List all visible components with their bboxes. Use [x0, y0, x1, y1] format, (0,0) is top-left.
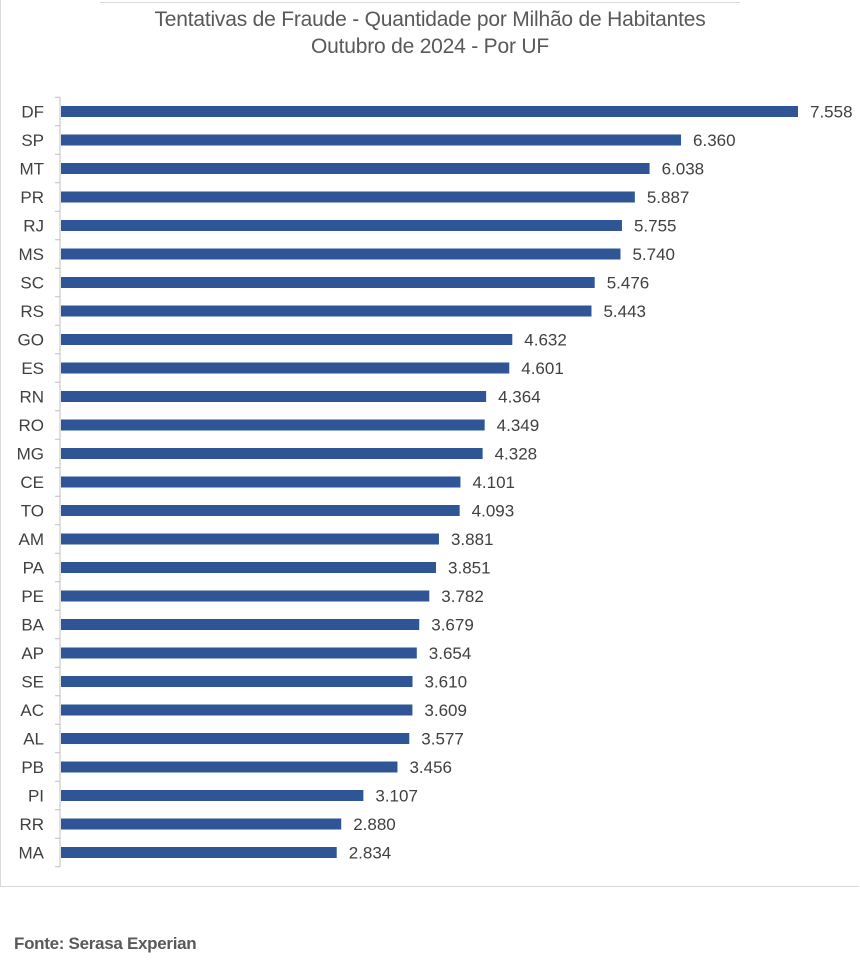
category-label-se: SE — [21, 673, 44, 692]
value-label-mg: 4.328 — [495, 445, 538, 464]
category-label-mt: MT — [19, 160, 44, 179]
value-label-pi: 3.107 — [375, 787, 418, 806]
category-label-pr: PR — [20, 188, 44, 207]
bar-ma — [61, 847, 337, 858]
value-label-mt: 6.038 — [662, 160, 705, 179]
source-note: Fonte: Serasa Experian — [14, 934, 197, 953]
value-label-sp: 6.360 — [693, 131, 736, 150]
category-label-sp: SP — [21, 131, 44, 150]
bar-sc — [61, 277, 595, 288]
bar-ap — [61, 647, 417, 659]
category-label-to: TO — [21, 502, 44, 521]
bar-rs — [61, 305, 592, 317]
bar-go — [61, 334, 513, 345]
category-label-al: AL — [23, 730, 44, 749]
bar-ba — [61, 619, 420, 630]
bar-rj — [61, 220, 622, 231]
category-axis — [55, 96, 61, 868]
bar-es — [61, 362, 510, 374]
value-label-rj: 5.755 — [634, 217, 677, 236]
category-label-pb: PB — [21, 758, 44, 777]
bar-pa — [61, 562, 437, 573]
category-label-ce: CE — [20, 473, 44, 492]
chart-subtitle: Outubro de 2024 - Por UF — [311, 35, 549, 58]
bar-am — [61, 533, 439, 545]
bar-chart: DF SP MT PR RJ MS SC RS GO ES RN RO MG CE TO AM PA PE BA AP… — [17, 96, 853, 868]
bar-rn — [61, 391, 487, 402]
category-label-am: AM — [19, 530, 45, 549]
value-labels: 7.558 6.360 6.038 5.887 5.755 5.740 5.476 5.443… — [349, 103, 853, 863]
value-label-ac: 3.609 — [424, 701, 467, 720]
category-label-pe: PE — [21, 587, 44, 606]
value-label-ms: 5.740 — [632, 245, 675, 264]
value-label-pe: 3.782 — [441, 587, 484, 606]
top-divider — [100, 2, 740, 3]
value-label-df: 7.558 — [810, 103, 853, 122]
value-label-es: 4.601 — [521, 359, 564, 378]
value-label-ma: 2.834 — [349, 844, 392, 863]
category-label-ba: BA — [21, 616, 44, 635]
chart-frame — [0, 0, 859, 887]
category-labels: DF SP MT PR RJ MS SC RS GO ES RN RO MG CE TO AM PA PE BA AP… — [17, 103, 45, 863]
value-label-pr: 5.887 — [647, 188, 690, 207]
category-label-es: ES — [21, 359, 44, 378]
bar-pi — [61, 790, 364, 801]
category-label-rn: RN — [19, 388, 44, 407]
value-label-se: 3.610 — [424, 673, 467, 692]
value-label-rn: 4.364 — [498, 388, 541, 407]
bar-ro — [61, 419, 485, 431]
bar-sp — [61, 134, 682, 146]
bar-df — [61, 106, 798, 117]
category-label-pi: PI — [28, 787, 44, 806]
bar-al — [61, 733, 410, 744]
value-label-go: 4.632 — [524, 331, 567, 350]
value-label-ba: 3.679 — [431, 616, 474, 635]
category-label-rj: RJ — [23, 217, 44, 236]
value-label-al: 3.577 — [421, 730, 464, 749]
bar-pr — [61, 191, 635, 203]
category-label-ap: AP — [21, 644, 44, 663]
value-label-sc: 5.476 — [607, 274, 650, 293]
category-label-ms: MS — [19, 245, 45, 264]
category-label-pa: PA — [23, 559, 45, 578]
value-label-to: 4.093 — [472, 502, 515, 521]
category-label-df: DF — [21, 103, 44, 122]
chart-title: Tentativas de Fraude - Quantidade por Mi… — [154, 8, 706, 31]
value-label-ap: 3.654 — [429, 644, 472, 663]
bar-ce — [61, 476, 461, 488]
category-label-rr: RR — [19, 815, 44, 834]
value-label-ce: 4.101 — [472, 473, 515, 492]
bar-to — [61, 505, 460, 516]
bar-ac — [61, 704, 413, 716]
bar-mt — [61, 163, 650, 174]
value-label-pb: 3.456 — [409, 758, 452, 777]
value-label-rr: 2.880 — [353, 815, 396, 834]
category-label-ro: RO — [19, 416, 45, 435]
bars — [61, 106, 798, 858]
category-label-sc: SC — [20, 274, 44, 293]
value-label-pa: 3.851 — [448, 559, 491, 578]
category-label-ma: MA — [19, 844, 45, 863]
value-label-am: 3.881 — [451, 530, 494, 549]
bar-se — [61, 676, 413, 687]
bar-pb — [61, 761, 398, 773]
bar-rr — [61, 818, 342, 830]
category-label-mg: MG — [17, 445, 44, 464]
category-label-ac: AC — [20, 701, 44, 720]
bar-pe — [61, 590, 430, 602]
value-label-rs: 5.443 — [603, 302, 646, 321]
bar-mg — [61, 448, 483, 459]
category-label-rs: RS — [20, 302, 44, 321]
value-label-ro: 4.349 — [497, 416, 540, 435]
bar-ms — [61, 248, 621, 260]
category-label-go: GO — [18, 331, 44, 350]
